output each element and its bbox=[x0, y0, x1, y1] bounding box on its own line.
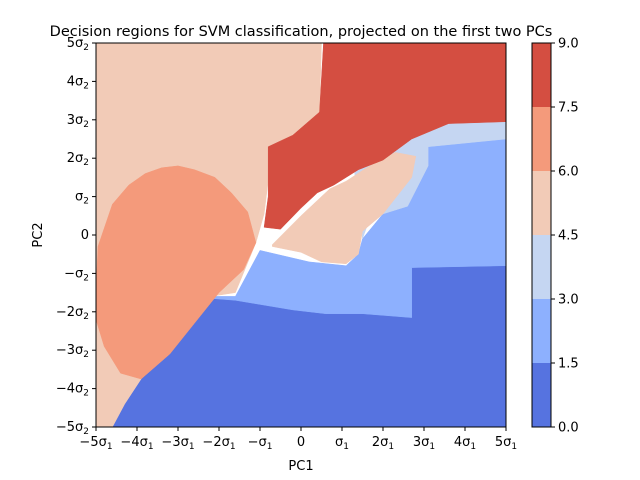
region-level-4-5 bbox=[96, 165, 257, 380]
colorbar-tick-label-3: 4.5 bbox=[558, 229, 579, 244]
x-tick-label-10: 5σ1 bbox=[495, 435, 517, 452]
colorbar-tick-label-0: 0.0 bbox=[558, 421, 579, 436]
decision-regions bbox=[96, 43, 506, 427]
region-level-3-4 bbox=[272, 152, 417, 265]
y-tick-label-0: 5σ2 bbox=[67, 36, 89, 53]
y-tick-label-1: 4σ2 bbox=[67, 74, 89, 91]
x-tick-label-7: 2σ1 bbox=[372, 435, 394, 452]
colorbar-tick-label-2: 3.0 bbox=[558, 293, 579, 308]
x-tick-label-3: −2σ1 bbox=[202, 435, 235, 452]
x-tick-label-0: −5σ1 bbox=[79, 435, 112, 452]
x-tick-label-8: 3σ1 bbox=[413, 435, 435, 452]
chart-title: Decision regions for SVM classification,… bbox=[50, 24, 553, 40]
y-tick-label-10: −5σ2 bbox=[56, 420, 89, 437]
y-axis: 5σ2 4σ2 3σ2 2σ2 σ2 0 −σ2 −2σ2 −3σ2 −4σ2 −5σ2 bbox=[56, 36, 96, 437]
x-axis: −5σ1 −4σ1 −3σ1 −2σ1 −σ1 0 σ1 2σ1 3σ1 4σ1 5σ1 bbox=[79, 427, 517, 452]
colorbar: 0.0 1.5 3.0 4.5 6.0 7.5 9.0 bbox=[531, 37, 579, 436]
colorbar-band-2 bbox=[532, 235, 551, 299]
colorbar-band-4 bbox=[532, 107, 551, 171]
x-tick-label-5: 0 bbox=[297, 435, 305, 450]
x-axis-label: PC1 bbox=[288, 459, 313, 474]
y-axis-label: PC2 bbox=[31, 222, 46, 247]
y-tick-label-4: σ2 bbox=[75, 190, 89, 207]
colorbar-tick-label-4: 6.0 bbox=[558, 165, 579, 180]
colorbar-band-3 bbox=[532, 171, 551, 235]
x-tick-label-1: −4σ1 bbox=[120, 435, 153, 452]
colorbar-tick-label-5: 7.5 bbox=[558, 101, 579, 116]
colorbar-tick-label-1: 1.5 bbox=[558, 357, 579, 372]
x-tick-label-4: −σ1 bbox=[248, 435, 273, 452]
y-tick-label-7: −2σ2 bbox=[56, 305, 89, 322]
y-tick-label-5: 0 bbox=[81, 228, 89, 243]
region-level-5-6 bbox=[263, 43, 506, 230]
y-tick-label-6: −σ2 bbox=[64, 266, 89, 283]
x-tick-label-6: σ1 bbox=[335, 435, 349, 452]
colorbar-band-0 bbox=[532, 363, 551, 427]
y-tick-label-8: −3σ2 bbox=[56, 343, 89, 360]
colorbar-tick-label-6: 9.0 bbox=[558, 37, 579, 52]
y-tick-label-3: 2σ2 bbox=[67, 151, 89, 168]
colorbar-band-5 bbox=[532, 43, 551, 107]
x-tick-label-9: 4σ1 bbox=[454, 435, 476, 452]
y-tick-label-2: 3σ2 bbox=[67, 113, 89, 130]
x-tick-label-2: −3σ1 bbox=[161, 435, 194, 452]
colorbar-band-1 bbox=[532, 299, 551, 363]
y-tick-label-9: −4σ2 bbox=[56, 382, 89, 399]
